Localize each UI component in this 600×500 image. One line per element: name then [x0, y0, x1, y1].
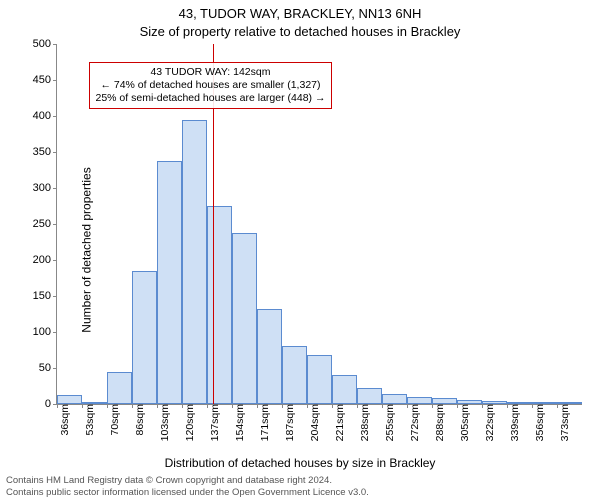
- histogram-bar: [357, 388, 382, 404]
- y-tick-mark: [53, 116, 57, 117]
- histogram-bar: [332, 375, 357, 404]
- y-tick-mark: [53, 44, 57, 45]
- histogram-bar: [107, 372, 132, 404]
- histogram-bar: [407, 397, 432, 404]
- footer-attribution: Contains HM Land Registry data © Crown c…: [6, 475, 594, 498]
- histogram-bar: [182, 120, 207, 404]
- annotation-line2: ← 74% of detached houses are smaller (1,…: [96, 79, 326, 92]
- x-tick-label: 221sqm: [328, 404, 346, 441]
- footer-line2: Contains public sector information licen…: [6, 487, 594, 498]
- chart-root: 43, TUDOR WAY, BRACKLEY, NN13 6NH Size o…: [0, 0, 600, 500]
- x-tick-label: 255sqm: [378, 404, 396, 441]
- plot-inner: 05010015020025030035040045050036sqm53sqm…: [57, 44, 582, 404]
- chart-title-main: 43, TUDOR WAY, BRACKLEY, NN13 6NH: [0, 6, 600, 21]
- chart-title-sub: Size of property relative to detached ho…: [0, 24, 600, 39]
- histogram-bar: [207, 206, 232, 404]
- x-tick-label: 154sqm: [228, 404, 246, 441]
- x-tick-label: 305sqm: [453, 404, 471, 441]
- annotation-line3: 25% of semi-detached houses are larger (…: [96, 92, 326, 105]
- x-tick-label: 339sqm: [503, 404, 521, 441]
- x-tick-label: 120sqm: [178, 404, 196, 441]
- x-tick-label: 322sqm: [478, 404, 496, 441]
- y-tick-mark: [53, 152, 57, 153]
- x-tick-label: 238sqm: [353, 404, 371, 441]
- x-tick-label: 137sqm: [203, 404, 221, 441]
- x-tick-label: 204sqm: [303, 404, 321, 441]
- x-tick-label: 70sqm: [103, 404, 121, 436]
- histogram-bar: [157, 161, 182, 404]
- x-tick-label: 373sqm: [553, 404, 571, 441]
- histogram-bar: [382, 394, 407, 404]
- x-tick-label: 288sqm: [428, 404, 446, 441]
- x-tick-label: 36sqm: [53, 404, 71, 436]
- histogram-bar: [132, 271, 157, 404]
- histogram-bar: [307, 355, 332, 404]
- y-tick-mark: [53, 368, 57, 369]
- y-tick-mark: [53, 224, 57, 225]
- x-tick-label: 187sqm: [278, 404, 296, 441]
- y-tick-mark: [53, 332, 57, 333]
- annotation-box: 43 TUDOR WAY: 142sqm← 74% of detached ho…: [89, 62, 333, 109]
- histogram-bar: [232, 233, 257, 404]
- x-tick-label: 103sqm: [153, 404, 171, 441]
- histogram-bar: [257, 309, 282, 404]
- y-tick-mark: [53, 260, 57, 261]
- y-tick-mark: [53, 188, 57, 189]
- x-tick-label: 272sqm: [403, 404, 421, 441]
- x-tick-label: 356sqm: [528, 404, 546, 441]
- x-tick-label: 86sqm: [128, 404, 146, 436]
- x-tick-label: 171sqm: [253, 404, 271, 441]
- histogram-bar: [282, 346, 307, 404]
- y-tick-mark: [53, 296, 57, 297]
- x-axis-label: Distribution of detached houses by size …: [0, 456, 600, 470]
- y-tick-mark: [53, 80, 57, 81]
- x-tick-label: 53sqm: [78, 404, 96, 436]
- annotation-line1: 43 TUDOR WAY: 142sqm: [96, 66, 326, 79]
- plot-area: 05010015020025030035040045050036sqm53sqm…: [56, 44, 582, 405]
- footer-line1: Contains HM Land Registry data © Crown c…: [6, 475, 594, 486]
